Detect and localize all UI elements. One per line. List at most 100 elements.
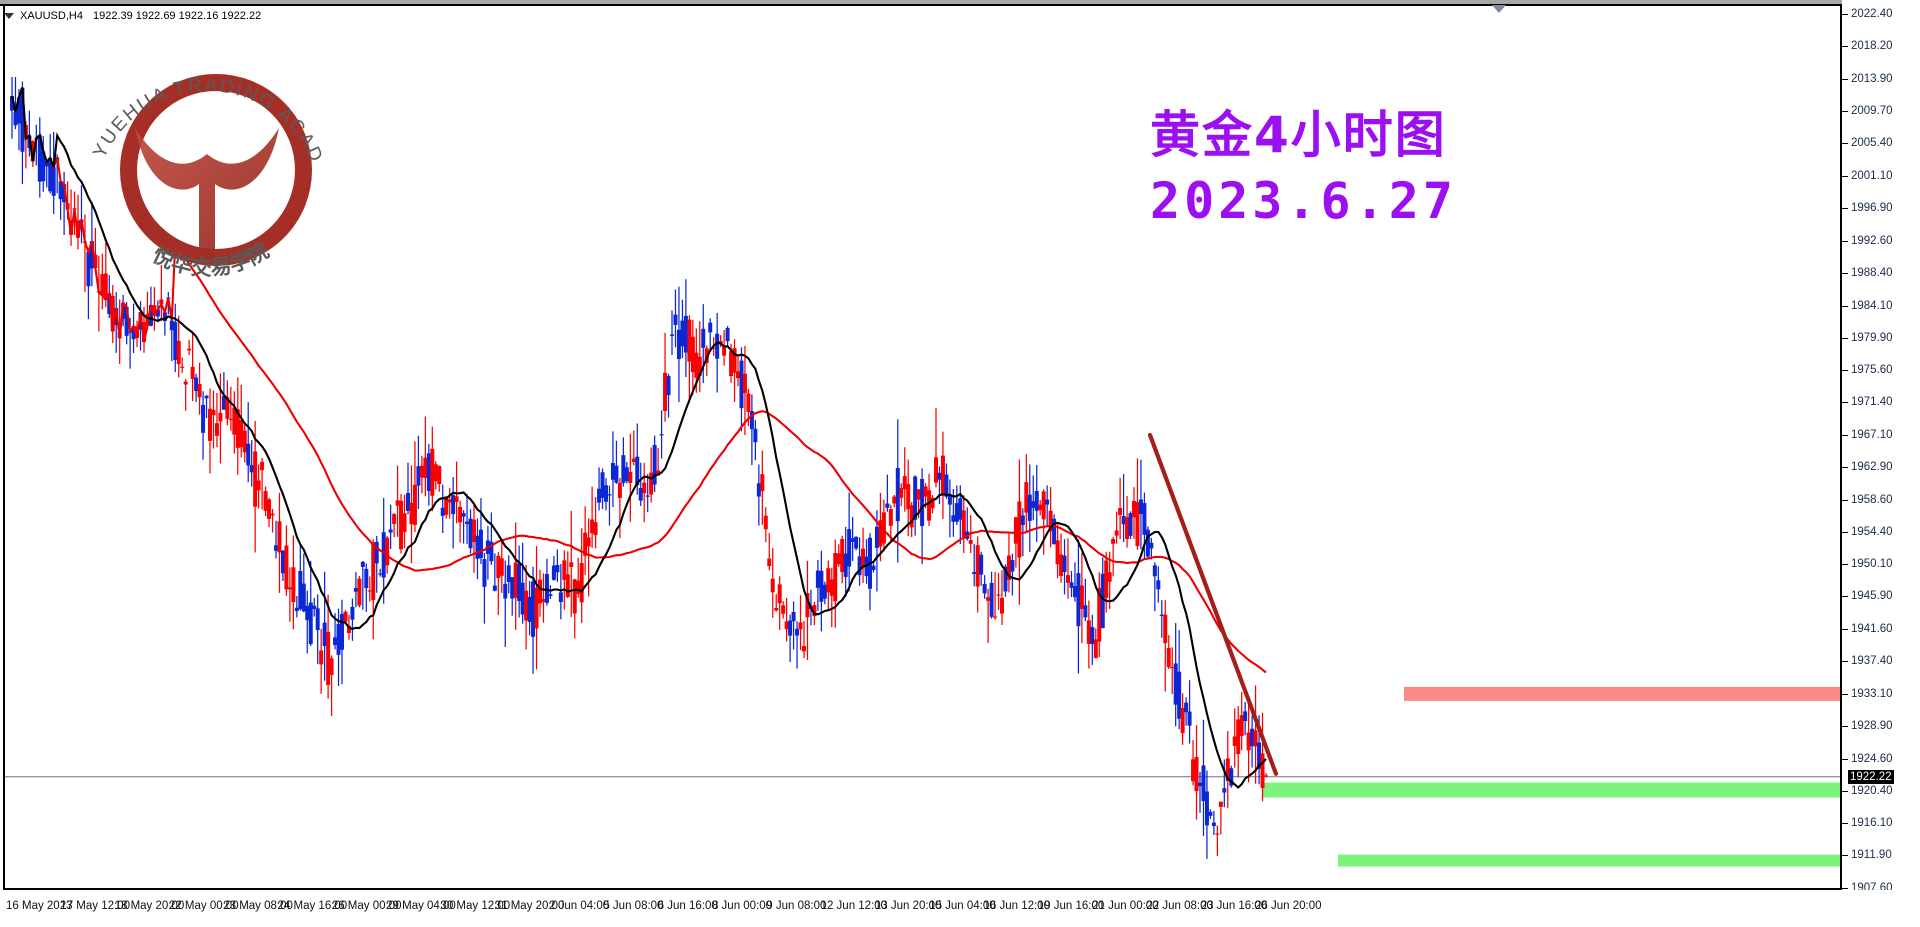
price-tick-label: 1950.10 [1851,558,1893,571]
price-tick [1842,337,1848,339]
price-tick [1842,272,1848,274]
candle-body [1264,775,1268,777]
candle-body [819,570,824,602]
candle-body [1229,768,1234,786]
candle-body [937,472,942,480]
candle-body [670,334,674,336]
candle-body [673,314,678,325]
candle-body [1184,702,1189,713]
candle-body [388,529,393,533]
candle-body [843,553,848,577]
price-tick-label: 1924.60 [1851,752,1893,765]
candle-body [906,484,911,510]
candle-body [211,409,216,416]
candle-body [395,500,400,506]
candle-body [416,466,421,486]
candle-body [1020,515,1025,525]
candle-body [489,541,494,562]
zone-group [1262,686,1840,867]
candle-body [103,273,108,300]
price-tick-label: 1979.90 [1851,331,1893,344]
candle-body [256,480,261,491]
candle-body [972,571,977,575]
time-tick-label: 21 Jun 00:00 [1092,900,1159,912]
candle-body [565,574,570,597]
time-tick-label: 8 Jun 00:00 [711,900,773,912]
candle-body [287,587,292,590]
time-tick-label: 9 Jun 08:00 [766,900,827,912]
candle-body [725,328,730,342]
candle-body [770,578,775,593]
chevron-down-icon[interactable] [4,13,14,19]
price-tick [1842,176,1848,178]
candle-body [235,409,240,448]
candle-body [201,404,206,433]
candle-body [878,520,883,547]
candle-body [847,529,852,567]
candle-body [51,167,56,196]
candle-body [940,455,945,494]
candle-body [1180,708,1185,734]
time-tick-label: 19 Jun 16:00 [1037,900,1105,912]
time-tick-label: 16 Jun 12:00 [983,900,1050,912]
candle-body [583,532,588,556]
candle-body [753,428,758,443]
candle-body [402,513,407,533]
time-tick-label: 5 Jun 08:00 [603,900,664,912]
candle-body [593,522,598,536]
candle-body [1260,753,1265,788]
candle-body [555,564,560,573]
candle-body [1041,491,1046,520]
candle-body [100,274,105,296]
candle-body [1052,518,1057,545]
candle-body [319,650,324,665]
candle-body [447,499,452,503]
candle-body [364,568,369,589]
candle-body [1191,759,1196,782]
candle-body [888,509,893,526]
descending-trendline[interactable] [1147,432,1279,776]
candle-body [899,488,904,498]
candle-body [666,376,671,396]
ma-slow-line [10,87,1267,674]
candle-body [986,597,991,601]
candle-body [1145,529,1150,557]
candle-body [180,366,185,368]
candle-body [322,622,327,647]
candle-body [291,567,296,603]
price-tick [1842,208,1848,210]
candle-body [1177,671,1182,719]
candle-body [541,598,546,602]
price-tick-label: 1954.40 [1851,525,1893,538]
resistance-zone [1404,686,1840,701]
candle-body [1003,566,1008,592]
price-tick [1842,564,1848,566]
candle-body [954,503,959,522]
candle-body [1107,572,1112,582]
candle-body [1187,711,1192,726]
axis-left-border [3,6,5,890]
candle-body [715,333,720,359]
candle-body [1083,605,1088,618]
time-axis[interactable]: 16 May 2023 17 May 12:00 18 May 20:00 22 Ma… [0,890,1920,927]
support-zone-lower [1338,854,1840,867]
candle-body [183,381,188,385]
candle-body [975,545,980,587]
candle-body [1159,614,1164,616]
candle-body [927,490,932,521]
candle-body [176,340,181,365]
candle-body [1204,791,1209,826]
price-axis[interactable]: 2022.40 2018.20 2013.90 2009.70 2005.40 2001.… [1842,0,1920,894]
candle-body [1142,503,1147,535]
time-tick-label: 18 May 20:00 [114,900,185,912]
candle-body [968,539,973,544]
candle-body [649,472,654,495]
candle-body [58,181,63,200]
price-tick-label: 1988.40 [1851,266,1893,279]
candle-body [638,488,643,501]
chart-plot-area[interactable] [4,6,1840,890]
candle-body [41,151,46,182]
candle-body [315,608,320,631]
scroll-marker-icon[interactable] [1492,5,1506,13]
price-tick [1842,45,1848,47]
